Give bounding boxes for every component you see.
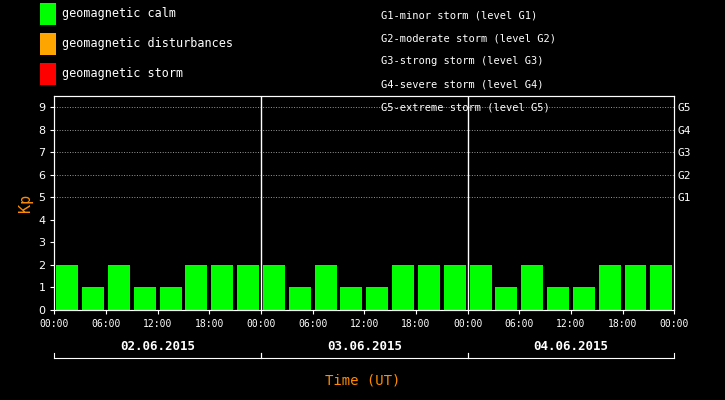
- Bar: [186, 265, 207, 310]
- Bar: [160, 288, 181, 310]
- Bar: [547, 288, 569, 310]
- Bar: [134, 288, 156, 310]
- Bar: [470, 265, 492, 310]
- Text: geomagnetic storm: geomagnetic storm: [62, 68, 183, 80]
- Text: G3-strong storm (level G3): G3-strong storm (level G3): [381, 56, 543, 66]
- Bar: [315, 265, 336, 310]
- Text: geomagnetic disturbances: geomagnetic disturbances: [62, 38, 233, 50]
- Bar: [366, 288, 388, 310]
- Bar: [573, 288, 594, 310]
- Text: G2-moderate storm (level G2): G2-moderate storm (level G2): [381, 33, 555, 43]
- Bar: [650, 265, 672, 310]
- Bar: [418, 265, 440, 310]
- Bar: [392, 265, 414, 310]
- Bar: [599, 265, 621, 310]
- Y-axis label: Kp: Kp: [17, 194, 33, 212]
- Bar: [444, 265, 465, 310]
- Bar: [108, 265, 130, 310]
- Text: G1-minor storm (level G1): G1-minor storm (level G1): [381, 10, 537, 20]
- Bar: [495, 288, 518, 310]
- Bar: [521, 265, 543, 310]
- Bar: [211, 265, 233, 310]
- Bar: [57, 265, 78, 310]
- Bar: [624, 265, 647, 310]
- Bar: [237, 265, 259, 310]
- Text: 04.06.2015: 04.06.2015: [534, 340, 608, 352]
- Text: G4-severe storm (level G4): G4-severe storm (level G4): [381, 80, 543, 90]
- Text: geomagnetic calm: geomagnetic calm: [62, 8, 175, 20]
- Text: Time (UT): Time (UT): [325, 373, 400, 387]
- Bar: [341, 288, 362, 310]
- Bar: [289, 288, 311, 310]
- Text: 03.06.2015: 03.06.2015: [327, 340, 402, 352]
- Text: G5-extreme storm (level G5): G5-extreme storm (level G5): [381, 103, 550, 113]
- Text: 02.06.2015: 02.06.2015: [120, 340, 195, 352]
- Bar: [263, 265, 285, 310]
- Bar: [82, 288, 104, 310]
